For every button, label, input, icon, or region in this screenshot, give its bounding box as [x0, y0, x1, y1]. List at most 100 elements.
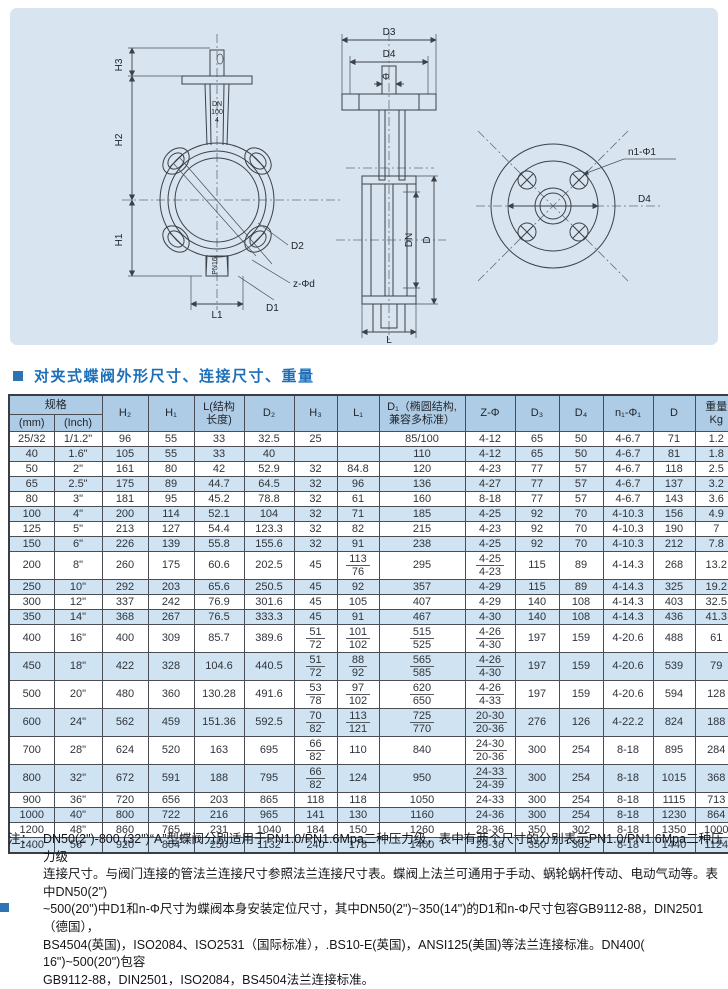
spec-cell: 91	[336, 609, 380, 625]
spec-cell: 350	[514, 837, 560, 854]
spec-cell: 302	[558, 837, 604, 854]
spec-cell: 565 585	[378, 652, 466, 681]
spec-cell: 200	[101, 506, 149, 522]
column-header: L(结构 长度)	[193, 394, 245, 432]
table-row: 350 14" 368 267 76.5 333.3 45 91 467 4-30 140 108 4-…	[8, 609, 728, 625]
spec-cell: 110	[336, 736, 380, 765]
spec-cell: 159	[558, 680, 604, 709]
dim-label-l: L	[386, 335, 392, 345]
spec-cell: 55	[147, 446, 195, 462]
spec-cell: 88 92	[336, 652, 380, 681]
spec-cell: 3.6	[694, 491, 728, 507]
spec-cell: 368	[101, 609, 149, 625]
spec-cell: 350	[8, 609, 55, 625]
spec-cell: 190	[652, 521, 696, 537]
spec-cell: 295	[378, 551, 466, 580]
spec-cell: 115	[514, 579, 560, 595]
spec-cell: 1.8	[694, 446, 728, 462]
dim-label-h3: H3	[114, 58, 125, 71]
spec-cell: 8-18	[464, 491, 516, 507]
spec-cell: 71	[336, 506, 380, 522]
spec-cell: 713	[694, 792, 728, 808]
spec-cell: 600	[8, 708, 55, 737]
spec-cell: 333.3	[243, 609, 295, 625]
spec-cell: 70	[558, 536, 604, 552]
spec-cell: 127	[147, 521, 195, 537]
spec-cell: 250.5	[243, 579, 295, 595]
table-row: 150 6" 226 139 55.8 155.6 32 91 238 4-25 92 70 4-10.…	[8, 536, 728, 552]
spec-cell: 66 82	[293, 736, 338, 765]
spec-cell: 197	[514, 680, 560, 709]
spec-cell: 1000	[694, 822, 728, 838]
spec-cell: 350	[514, 822, 560, 838]
spec-cell: 104	[243, 506, 295, 522]
table-row: 80 3" 181 95 45.2 78.8 32 61 160 8-18 77 57 4-6.7 143…	[8, 491, 728, 507]
column-header: H₂	[101, 394, 149, 432]
dim-label-d2: D2	[291, 241, 304, 252]
column-header: D₃	[514, 394, 560, 432]
spec-cell: 105	[101, 446, 149, 462]
spec-cell: 1050	[378, 792, 466, 808]
column-header: 重量 Kg	[694, 394, 728, 432]
column-header: D	[652, 394, 696, 432]
table-row: 1200 48" 860 765 231 1040 184 150 1260 28-36 350 30…	[8, 822, 728, 838]
footnote-line: 连接尺寸。与阀门连接的管法兰连接尺寸参照法兰连接尺寸表。蝶阀上法兰可通用于手动、…	[43, 867, 719, 899]
spec-cell: 161	[101, 461, 149, 477]
spec-cell: 250	[8, 579, 55, 595]
spec-cell: 450	[8, 652, 55, 681]
spec-cell: 213	[101, 521, 149, 537]
spec-cell: 4-14.3	[602, 579, 654, 595]
spec-cell: 624	[101, 736, 149, 765]
spec-cell: 2"	[53, 461, 103, 477]
spec-cell: 130	[336, 807, 380, 823]
spec-cell: 215	[378, 521, 466, 537]
spec-cell: 4-10.3	[602, 506, 654, 522]
spec-cell: 300	[514, 764, 560, 793]
spec-cell: 2.5"	[53, 476, 103, 492]
spec-cell: 488	[652, 624, 696, 653]
footnote-line: GB9112-88，DIN2501，ISO2084，BS4504法兰连接标准。	[43, 972, 375, 987]
spec-cell: 594	[652, 680, 696, 709]
spec-cell: 4-30	[464, 609, 516, 625]
title-bullet-icon	[13, 370, 23, 381]
dim-label-l1: L1	[211, 310, 223, 321]
spec-cell: 254	[558, 807, 604, 823]
spec-cell: 32"	[53, 764, 103, 793]
spec-cell: 212	[652, 536, 696, 552]
spec-cell: 32.5	[694, 594, 728, 610]
spec-cell: 89	[558, 551, 604, 580]
spec-cell: 19.2	[694, 579, 728, 595]
spec-cell: 1200	[8, 822, 55, 838]
spec-cell: 795	[243, 764, 295, 793]
spec-cell: 591	[147, 764, 195, 793]
spec-cell: 4-6.7	[602, 461, 654, 477]
spec-cell: 25	[293, 431, 338, 447]
spec-cell: 50	[558, 446, 604, 462]
spec-cell: 1000	[8, 807, 55, 823]
spec-cell: 267	[147, 609, 195, 625]
spec-cell: 4-14.3	[602, 594, 654, 610]
spec-cell: 8"	[53, 551, 103, 580]
spec-cell: 32	[293, 506, 338, 522]
spec-cell: 124	[336, 764, 380, 793]
spec-cell: 4-23	[464, 521, 516, 537]
spec-cell: 865	[243, 792, 295, 808]
spec-cell: 114	[147, 506, 195, 522]
spec-cell: 284	[694, 736, 728, 765]
spec-cell: 79	[694, 652, 728, 681]
spec-cell: 5"	[53, 521, 103, 537]
spec-cell: 4-20.6	[602, 680, 654, 709]
spec-cell: 159	[558, 652, 604, 681]
spec-cell: 840	[378, 736, 466, 765]
spec-cell: 765	[147, 822, 195, 838]
spec-cell: 4"	[53, 506, 103, 522]
spec-cell: 300	[514, 792, 560, 808]
spec-cell: 309	[147, 624, 195, 653]
spec-cell	[336, 431, 380, 447]
spec-cell: 45	[293, 609, 338, 625]
spec-cell: 24-33 24-39	[464, 764, 516, 793]
spec-cell: 188	[694, 708, 728, 737]
spec-cell: 57	[558, 461, 604, 477]
dim-label-d4-flange: D4	[638, 194, 651, 205]
spec-cell: 300	[514, 736, 560, 765]
